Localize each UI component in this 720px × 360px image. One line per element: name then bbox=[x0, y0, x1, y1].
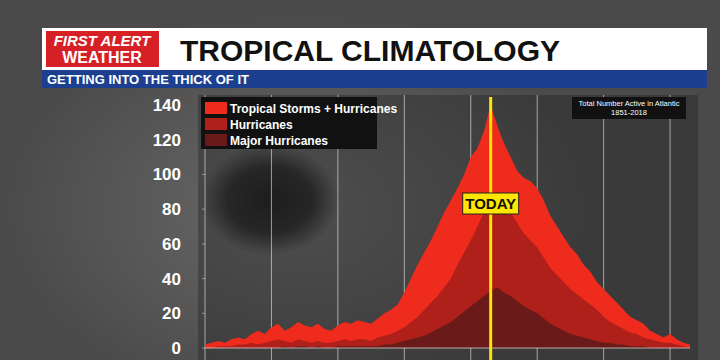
legend-label: Major Hurricanes bbox=[230, 134, 328, 148]
data-group bbox=[205, 105, 690, 348]
note-box bbox=[572, 97, 686, 119]
y-tick bbox=[202, 209, 205, 210]
y-tick-label: 0 bbox=[172, 339, 181, 358]
note-text: Total Number Active in Atlantic bbox=[579, 99, 680, 108]
y-tick-label: 20 bbox=[162, 304, 181, 323]
brand-box bbox=[46, 31, 159, 67]
legend-label: Tropical Storms + Hurricanes bbox=[230, 102, 397, 116]
y-tick bbox=[202, 278, 205, 279]
y-tick bbox=[202, 348, 205, 349]
area-series bbox=[205, 287, 690, 348]
today-line bbox=[489, 97, 492, 360]
y-tick-label: 40 bbox=[162, 270, 181, 289]
header-bar bbox=[42, 28, 707, 70]
y-tick bbox=[202, 174, 205, 175]
legend-swatch bbox=[205, 118, 227, 130]
y-tick-label: 120 bbox=[153, 131, 181, 150]
subtitle-bar bbox=[42, 70, 707, 88]
y-tick bbox=[202, 243, 205, 244]
legend-label: Hurricanes bbox=[230, 118, 293, 132]
y-tick-label: 140 bbox=[153, 96, 181, 115]
plot-background bbox=[198, 95, 698, 360]
brand-line: WEATHER bbox=[62, 49, 142, 66]
y-tick bbox=[202, 313, 205, 314]
legend-swatch bbox=[205, 102, 227, 114]
subtitle: GETTING INTO THE THICK OF IT bbox=[47, 72, 249, 87]
y-tick-label: 60 bbox=[162, 235, 181, 254]
today-box bbox=[463, 193, 519, 214]
legend-swatch bbox=[205, 134, 227, 146]
chart: FIRST ALERTWEATHER TROPICAL CLIMATOLOGY GE… bbox=[0, 0, 720, 360]
grid-line bbox=[670, 95, 671, 360]
y-tick-label: 80 bbox=[162, 200, 181, 219]
y-tick-label: 100 bbox=[153, 165, 181, 184]
x-axis-line bbox=[205, 348, 690, 349]
title: TROPICAL CLIMATOLOGY bbox=[180, 34, 560, 67]
today-label: TODAY bbox=[465, 195, 516, 212]
area-series bbox=[205, 105, 690, 348]
note-text: 1851-2018 bbox=[611, 108, 647, 117]
area-series bbox=[205, 192, 690, 348]
brand-line: FIRST ALERT bbox=[54, 32, 153, 49]
